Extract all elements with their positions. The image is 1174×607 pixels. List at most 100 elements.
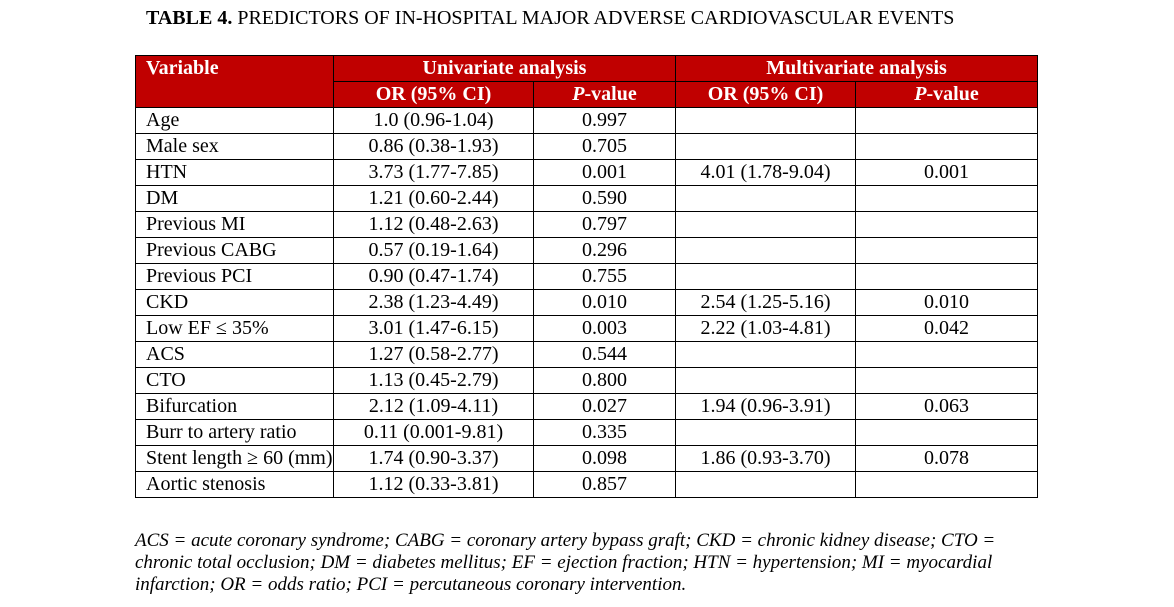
cell-variable: Stent length ≥ 60 (mm)	[135, 445, 334, 472]
cell-uni-p: 0.010	[533, 289, 676, 316]
cell-uni-or: 0.90 (0.47-1.74)	[333, 263, 534, 290]
cell-uni-or: 3.01 (1.47-6.15)	[333, 315, 534, 342]
table-row: Stent length ≥ 60 (mm) 1.74 (0.90-3.37) …	[135, 445, 1039, 472]
predictors-table: Variable Univariate analysis Multivariat…	[135, 55, 1039, 498]
cell-uni-or: 1.74 (0.90-3.37)	[333, 445, 534, 472]
cell-uni-or: 2.12 (1.09-4.11)	[333, 393, 534, 420]
cell-variable: Low EF ≤ 35%	[135, 315, 334, 342]
cell-multi-p	[854, 367, 1039, 394]
table-row: Previous PCI 0.90 (0.47-1.74) 0.755	[135, 263, 1039, 290]
cell-uni-or: 0.57 (0.19-1.64)	[333, 237, 534, 264]
cell-uni-p: 0.335	[533, 419, 676, 446]
cell-multi-or	[675, 185, 856, 212]
cell-multi-or	[675, 471, 856, 498]
cell-multi-or	[675, 341, 856, 368]
table-caption: TABLE 4. PREDICTORS OF IN-HOSPITAL MAJOR…	[146, 6, 1026, 30]
cell-uni-p: 0.296	[533, 237, 676, 264]
cell-uni-or: 1.27 (0.58-2.77)	[333, 341, 534, 368]
cell-uni-p: 0.590	[533, 185, 676, 212]
cell-multi-or	[675, 367, 856, 394]
cell-multi-p	[854, 185, 1039, 212]
cell-uni-p: 0.098	[533, 445, 676, 472]
cell-variable: Previous MI	[135, 211, 334, 238]
cell-uni-p: 0.027	[533, 393, 676, 420]
cell-uni-or: 1.12 (0.33-3.81)	[333, 471, 534, 498]
table-row: DM 1.21 (0.60-2.44) 0.590	[135, 185, 1039, 212]
cell-uni-or: 1.0 (0.96-1.04)	[333, 107, 534, 134]
cell-multi-p	[854, 341, 1039, 368]
cell-multi-or: 2.54 (1.25-5.16)	[675, 289, 856, 316]
cell-variable: Burr to artery ratio	[135, 419, 334, 446]
table-row: Aortic stenosis 1.12 (0.33-3.81) 0.857	[135, 471, 1039, 498]
cell-variable: Age	[135, 107, 334, 134]
table-row: Male sex 0.86 (0.38-1.93) 0.705	[135, 133, 1039, 160]
cell-multi-p	[854, 211, 1039, 238]
cell-multi-or	[675, 263, 856, 290]
cell-uni-p: 0.003	[533, 315, 676, 342]
cell-uni-p: 0.755	[533, 263, 676, 290]
cell-multi-p	[854, 237, 1039, 264]
cell-multi-p	[854, 107, 1039, 134]
cell-variable: Previous PCI	[135, 263, 334, 290]
cell-multi-or	[675, 107, 856, 134]
cell-multi-or: 4.01 (1.78-9.04)	[675, 159, 856, 186]
cell-uni-p: 0.997	[533, 107, 676, 134]
cell-multi-p	[854, 419, 1039, 446]
table-row: CTO 1.13 (0.45-2.79) 0.800	[135, 367, 1039, 394]
table-row: Age 1.0 (0.96-1.04) 0.997	[135, 107, 1039, 134]
header-uni-p: P-value	[533, 81, 676, 108]
cell-uni-p: 0.857	[533, 471, 676, 498]
table-row: Previous CABG 0.57 (0.19-1.64) 0.296	[135, 237, 1039, 264]
table-footnote: ACS = acute coronary syndrome; CABG = co…	[135, 530, 996, 595]
cell-multi-p: 0.010	[854, 289, 1039, 316]
cell-variable: Male sex	[135, 133, 334, 160]
header-multivariate: Multivariate analysis	[674, 55, 1039, 82]
table-row: Previous MI 1.12 (0.48-2.63) 0.797	[135, 211, 1039, 238]
header-multi-or: OR (95% CI)	[675, 81, 856, 108]
cell-multi-p: 0.078	[854, 445, 1039, 472]
cell-uni-or: 3.73 (1.77-7.85)	[333, 159, 534, 186]
cell-uni-or: 0.11 (0.001-9.81)	[333, 419, 534, 446]
header-univariate: Univariate analysis	[333, 55, 676, 82]
cell-multi-p: 0.042	[854, 315, 1039, 342]
cell-uni-p: 0.800	[533, 367, 676, 394]
cell-multi-p: 0.063	[854, 393, 1039, 420]
cell-variable: Previous CABG	[135, 237, 334, 264]
cell-multi-or: 1.86 (0.93-3.70)	[675, 445, 856, 472]
cell-uni-p: 0.797	[533, 211, 676, 238]
header-multi-p: P-value	[854, 81, 1039, 108]
cell-multi-or	[675, 133, 856, 160]
header-variable: Variable	[135, 55, 334, 108]
cell-uni-p: 0.544	[533, 341, 676, 368]
cell-multi-p	[854, 133, 1039, 160]
cell-multi-p	[854, 471, 1039, 498]
cell-multi-or	[675, 237, 856, 264]
caption-label: TABLE 4.	[146, 7, 233, 29]
cell-uni-or: 2.38 (1.23-4.49)	[333, 289, 534, 316]
cell-uni-or: 1.13 (0.45-2.79)	[333, 367, 534, 394]
cell-variable: CTO	[135, 367, 334, 394]
cell-variable: DM	[135, 185, 334, 212]
cell-uni-or: 1.12 (0.48-2.63)	[333, 211, 534, 238]
header-uni-or: OR (95% CI)	[333, 81, 534, 108]
table-row: Bifurcation 2.12 (1.09-4.11) 0.027 1.94 …	[135, 393, 1039, 420]
cell-multi-p	[854, 263, 1039, 290]
cell-multi-or	[675, 419, 856, 446]
cell-uni-or: 1.21 (0.60-2.44)	[333, 185, 534, 212]
cell-multi-or: 1.94 (0.96-3.91)	[675, 393, 856, 420]
cell-multi-p: 0.001	[854, 159, 1039, 186]
cell-variable: Aortic stenosis	[135, 471, 334, 498]
cell-uni-or: 0.86 (0.38-1.93)	[333, 133, 534, 160]
cell-variable: ACS	[135, 341, 334, 368]
cell-multi-or: 2.22 (1.03-4.81)	[675, 315, 856, 342]
table-row: Low EF ≤ 35% 3.01 (1.47-6.15) 0.003 2.22…	[135, 315, 1039, 342]
table-row: ACS 1.27 (0.58-2.77) 0.544	[135, 341, 1039, 368]
cell-uni-p: 0.001	[533, 159, 676, 186]
cell-variable: HTN	[135, 159, 334, 186]
cell-variable: Bifurcation	[135, 393, 334, 420]
table-row: CKD 2.38 (1.23-4.49) 0.010 2.54 (1.25-5.…	[135, 289, 1039, 316]
caption-title: PREDICTORS OF IN-HOSPITAL MAJOR ADVERSE …	[232, 7, 955, 29]
table-row: HTN 3.73 (1.77-7.85) 0.001 4.01 (1.78-9.…	[135, 159, 1039, 186]
cell-variable: CKD	[135, 289, 334, 316]
table-row: Burr to artery ratio 0.11 (0.001-9.81) 0…	[135, 419, 1039, 446]
